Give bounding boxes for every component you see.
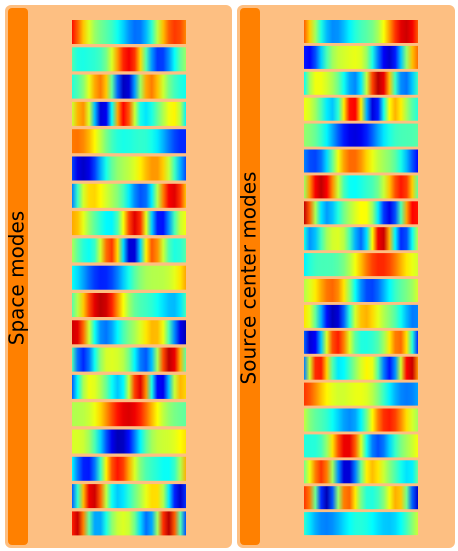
mode-image xyxy=(72,456,186,481)
mode-image xyxy=(72,129,186,154)
mode-image xyxy=(304,460,418,484)
mode-image xyxy=(72,265,186,290)
mode-image xyxy=(72,74,186,99)
mode-image xyxy=(72,156,186,181)
mode-image xyxy=(304,97,418,121)
panel-label: Source center modes xyxy=(237,172,261,385)
mode-image xyxy=(304,382,418,406)
mode-image xyxy=(304,45,418,69)
mode-image xyxy=(72,183,186,208)
mode-image xyxy=(72,347,186,372)
mode-images xyxy=(72,20,418,536)
mode-image xyxy=(72,293,186,317)
mode-image xyxy=(304,279,418,302)
mode-image xyxy=(72,402,186,427)
mode-image xyxy=(304,201,418,225)
mode-image xyxy=(304,149,418,173)
mode-image xyxy=(304,512,418,536)
mode-image xyxy=(72,374,186,399)
mode-image xyxy=(304,330,418,354)
mode-image xyxy=(304,227,418,251)
mode-image xyxy=(304,304,418,328)
panel-label: Space modes xyxy=(5,211,29,345)
mode-image xyxy=(304,175,418,199)
panel-sidebar xyxy=(8,8,28,545)
mode-image xyxy=(72,211,186,236)
mode-image xyxy=(72,511,186,536)
mode-image xyxy=(304,408,418,432)
mode-image xyxy=(304,356,418,380)
panel-sidebar xyxy=(240,8,260,545)
mode-image xyxy=(72,101,186,126)
mode-image xyxy=(304,434,418,458)
mode-image xyxy=(72,238,186,263)
mode-image xyxy=(304,71,418,95)
mode-image xyxy=(72,429,186,454)
mode-image xyxy=(304,20,418,43)
mode-image xyxy=(72,47,186,72)
mode-image xyxy=(304,486,418,510)
mode-image xyxy=(72,484,186,509)
mode-image xyxy=(304,123,418,147)
mode-image xyxy=(72,20,186,44)
mode-image xyxy=(72,320,186,345)
mode-image xyxy=(304,253,418,277)
